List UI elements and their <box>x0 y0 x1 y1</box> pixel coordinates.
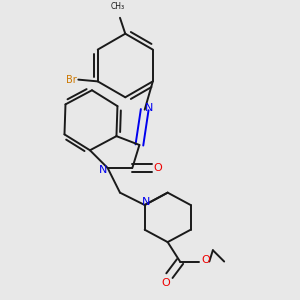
Text: O: O <box>161 278 170 288</box>
Text: O: O <box>201 256 210 266</box>
Text: O: O <box>154 163 163 173</box>
Text: Br: Br <box>66 75 76 85</box>
Text: N: N <box>145 103 154 113</box>
Text: N: N <box>142 197 150 207</box>
Text: CH₃: CH₃ <box>110 2 124 11</box>
Text: N: N <box>99 165 108 175</box>
